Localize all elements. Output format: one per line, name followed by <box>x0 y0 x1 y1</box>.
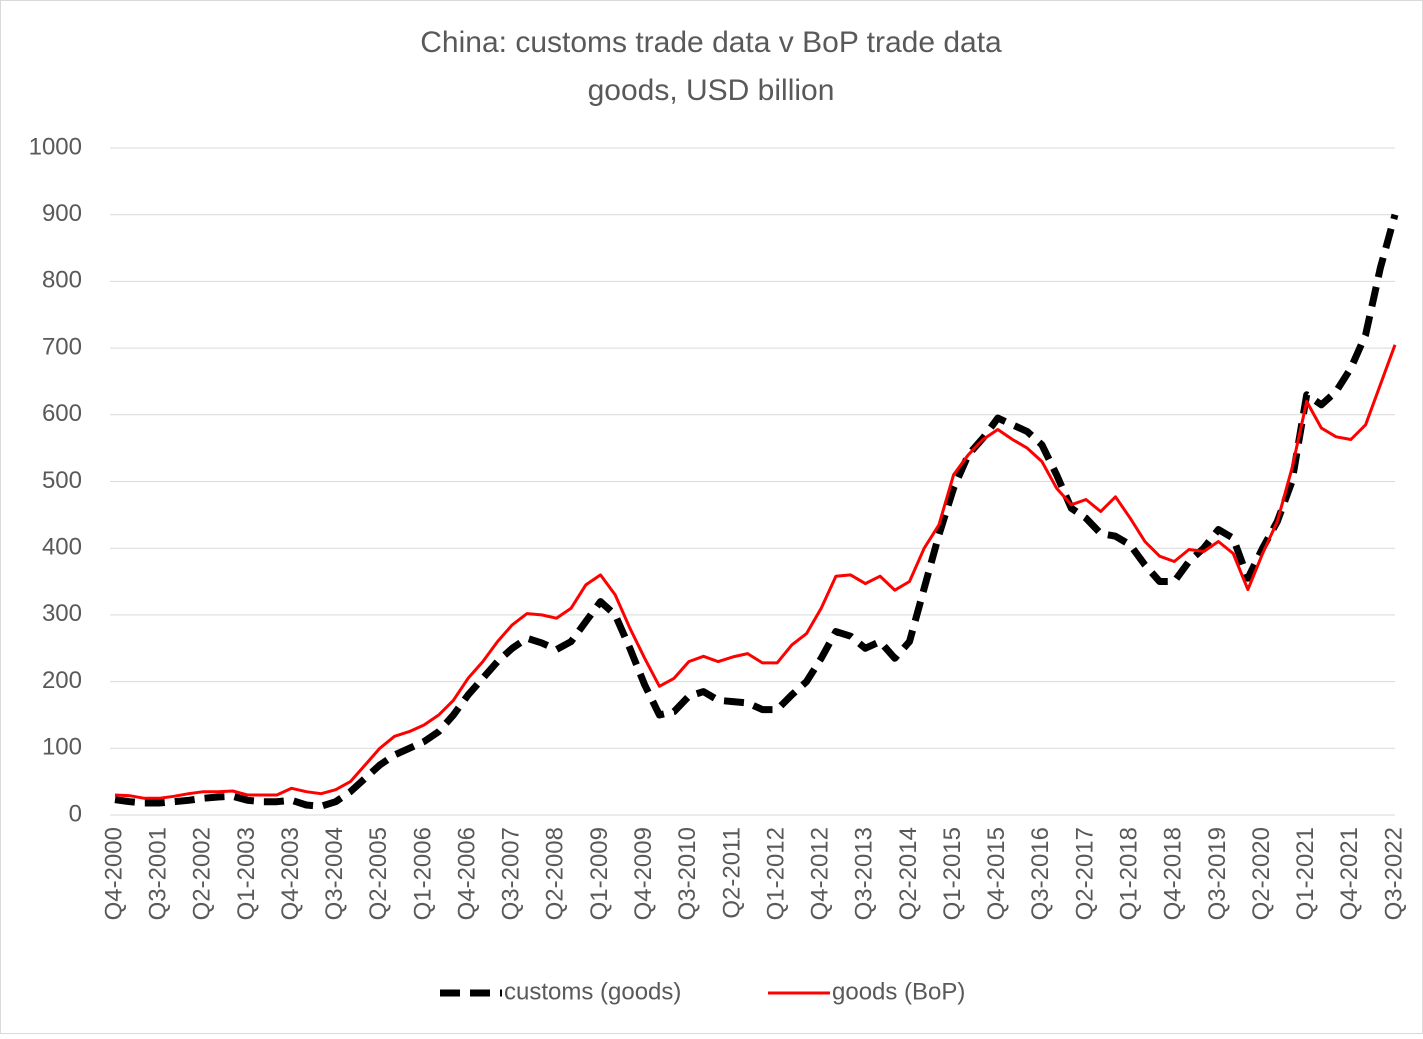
x-tick-label: Q4-2006 <box>453 827 480 920</box>
x-tick-label: Q4-2009 <box>630 827 657 920</box>
x-tick-label: Q1-2015 <box>939 827 966 920</box>
x-tick-label: Q3-2013 <box>851 827 878 920</box>
y-tick-label: 300 <box>42 600 82 627</box>
x-tick-label: Q1-2006 <box>409 827 436 920</box>
y-tick-label: 1000 <box>29 133 82 160</box>
x-tick-label: Q2-2011 <box>718 827 745 919</box>
x-tick-label: Q4-2021 <box>1336 827 1363 920</box>
x-tick-label: Q2-2017 <box>1071 827 1098 920</box>
x-tick-label: Q3-2016 <box>1027 827 1054 920</box>
x-tick-label: Q3-2010 <box>674 827 701 920</box>
x-tick-label: Q4-2015 <box>983 827 1010 920</box>
y-tick-label: 800 <box>42 267 82 294</box>
y-tick-label: 900 <box>42 200 82 227</box>
x-tick-label: Q4-2018 <box>1160 827 1187 920</box>
series-line <box>114 213 1399 810</box>
x-tick-label: Q1-2012 <box>762 827 789 920</box>
x-tick-label: Q3-2001 <box>144 827 171 920</box>
x-tick-label: Q1-2021 <box>1292 827 1319 920</box>
x-tick-label: Q4-2000 <box>100 827 127 920</box>
y-tick-label: 400 <box>42 534 82 561</box>
x-tick-label: Q2-2005 <box>365 827 392 920</box>
chart-subtitle: goods, USD billion <box>588 74 835 107</box>
x-tick-label: Q1-2009 <box>586 827 613 920</box>
x-tick-label: Q1-2003 <box>233 827 260 920</box>
x-tick-label: Q2-2014 <box>895 827 922 920</box>
x-tick-label: Q2-2002 <box>189 827 216 920</box>
x-tick-label: Q1-2018 <box>1116 827 1143 920</box>
y-tick-label: 500 <box>42 467 82 494</box>
y-tick-label: 0 <box>69 800 82 827</box>
x-tick-label: Q4-2003 <box>277 827 304 920</box>
chart-title: China: customs trade data v BoP trade da… <box>420 26 1002 59</box>
legend-label: goods (BoP) <box>832 978 965 1005</box>
y-tick-label: 100 <box>42 734 82 761</box>
x-tick-label: Q2-2020 <box>1248 827 1275 920</box>
series-line <box>114 344 1397 800</box>
legend-label: customs (goods) <box>504 978 681 1005</box>
x-tick-label: Q3-2019 <box>1204 827 1231 920</box>
x-tick-label: Q3-2004 <box>321 827 348 920</box>
x-tick-label: Q3-2007 <box>498 827 525 920</box>
y-tick-label: 200 <box>42 667 82 694</box>
x-tick-label: Q4-2012 <box>807 827 834 920</box>
x-tick-label: Q2-2008 <box>542 827 569 920</box>
y-tick-label: 700 <box>42 333 82 360</box>
x-tick-label: Q3-2022 <box>1380 827 1407 920</box>
y-tick-label: 600 <box>42 400 82 427</box>
